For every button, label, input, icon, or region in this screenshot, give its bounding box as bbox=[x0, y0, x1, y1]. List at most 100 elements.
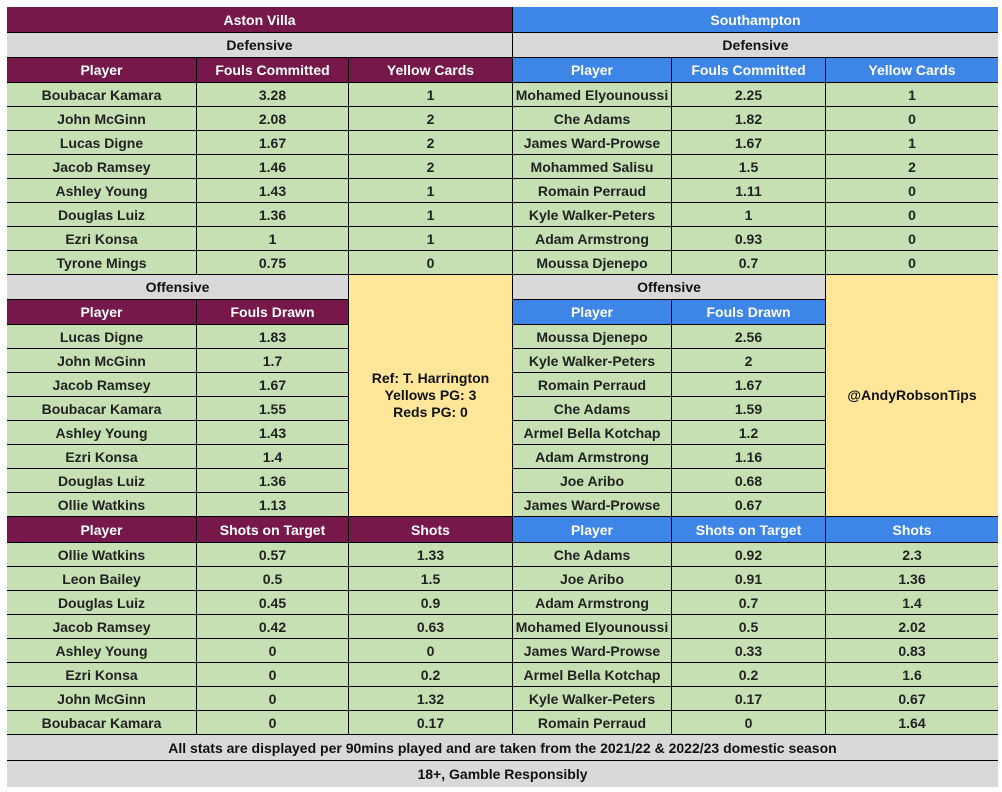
southampton-shots-header: Player bbox=[513, 517, 671, 542]
aston_villa-shots-cell: Ollie Watkins bbox=[7, 543, 196, 566]
aston_villa-team-title: Aston Villa bbox=[7, 7, 512, 32]
aston_villa-shots-cell: 0 bbox=[349, 639, 512, 662]
southampton-offensive-cell: 2 bbox=[672, 349, 825, 372]
aston_villa-defensive-cell: Douglas Luiz bbox=[7, 203, 196, 226]
southampton-shots-cell: 1.4 bbox=[826, 591, 998, 614]
aston_villa-shots-header: Shots bbox=[349, 517, 512, 542]
southampton-defensive-cell: 2.25 bbox=[672, 83, 825, 106]
aston_villa-defensive-cell: 0 bbox=[349, 251, 512, 274]
aston_villa-defensive-cell: 1 bbox=[349, 227, 512, 250]
southampton-defensive-cell: 1 bbox=[672, 203, 825, 226]
southampton-shots-cell: Romain Perraud bbox=[513, 711, 671, 734]
aston_villa-offensive-header: Fouls Drawn bbox=[197, 300, 348, 324]
aston_villa-shots-cell: 0 bbox=[197, 711, 348, 734]
southampton-offensive-cell: 1.16 bbox=[672, 445, 825, 468]
southampton-defensive-cell: 1.82 bbox=[672, 107, 825, 130]
southampton-shots-cell: 0.83 bbox=[826, 639, 998, 662]
aston_villa-shots-cell: 1.5 bbox=[349, 567, 512, 590]
southampton-defensive-cell: 1.11 bbox=[672, 179, 825, 202]
southampton-shots-cell: 0.91 bbox=[672, 567, 825, 590]
southampton-defensive-cell: James Ward-Prowse bbox=[513, 131, 671, 154]
aston_villa-offensive-cell: 1.7 bbox=[197, 349, 348, 372]
aston_villa-shots-cell: 0.45 bbox=[197, 591, 348, 614]
southampton-offensive-cell: Adam Armstrong bbox=[513, 445, 671, 468]
southampton-defensive-cell: 1 bbox=[826, 131, 998, 154]
aston_villa-defensive-cell: 2 bbox=[349, 155, 512, 178]
aston_villa-shots-cell: Jacob Ramsey bbox=[7, 615, 196, 638]
southampton-offensive-cell: 0.67 bbox=[672, 493, 825, 516]
aston_villa-shots-cell: 1.32 bbox=[349, 687, 512, 710]
aston_villa-shots-cell: Douglas Luiz bbox=[7, 591, 196, 614]
aston_villa-offensive-cell: 1.83 bbox=[197, 325, 348, 348]
aston_villa-defensive-cell: Lucas Digne bbox=[7, 131, 196, 154]
aston_villa-shots-header: Player bbox=[7, 517, 196, 542]
southampton-offensive-cell: Armel Bella Kotchap bbox=[513, 421, 671, 444]
aston_villa-offensive-cell: Ashley Young bbox=[7, 421, 196, 444]
aston_villa-defensive-cell: 2.08 bbox=[197, 107, 348, 130]
southampton-offensive-cell: 0.68 bbox=[672, 469, 825, 492]
southampton-defensive-header: Player bbox=[513, 58, 671, 82]
aston_villa-shots-cell: 0 bbox=[197, 639, 348, 662]
southampton-defensive-cell: 0.7 bbox=[672, 251, 825, 274]
aston_villa-defensive-cell: Tyrone Mings bbox=[7, 251, 196, 274]
southampton-defensive-cell: Romain Perraud bbox=[513, 179, 671, 202]
aston_villa-offensive-cell: Boubacar Kamara bbox=[7, 397, 196, 420]
southampton-shots-cell: 0.17 bbox=[672, 687, 825, 710]
southampton-defensive-header: Fouls Committed bbox=[672, 58, 825, 82]
aston_villa-shots-cell: 0.5 bbox=[197, 567, 348, 590]
southampton-shots-cell: Adam Armstrong bbox=[513, 591, 671, 614]
southampton-offensive-cell: 2.56 bbox=[672, 325, 825, 348]
southampton-defensive-cell: Mohammed Salisu bbox=[513, 155, 671, 178]
southampton-shots-cell: 0.92 bbox=[672, 543, 825, 566]
southampton-defensive-cell: 0 bbox=[826, 203, 998, 226]
southampton-defensive-cell: Adam Armstrong bbox=[513, 227, 671, 250]
stats-sheet: Aston Villa Defensive Player Fouls Committe… bbox=[7, 7, 998, 787]
aston_villa-defensive-cell: 1.36 bbox=[197, 203, 348, 226]
southampton-shots-cell: Che Adams bbox=[513, 543, 671, 566]
aston_villa-defensive-cell: 3.28 bbox=[197, 83, 348, 106]
aston_villa-shots-header: Shots on Target bbox=[197, 517, 348, 542]
aston_villa-shots-cell: 0 bbox=[197, 663, 348, 686]
southampton-defensive-cell: Kyle Walker-Peters bbox=[513, 203, 671, 226]
southampton-defensive-cell: 0 bbox=[826, 107, 998, 130]
southampton-shots-cell: 1.6 bbox=[826, 663, 998, 686]
southampton-offensive-cell: Che Adams bbox=[513, 397, 671, 420]
aston_villa-shots-cell: 1.33 bbox=[349, 543, 512, 566]
southampton-defensive-cell: 0 bbox=[826, 179, 998, 202]
southampton-offensive-cell: Joe Aribo bbox=[513, 469, 671, 492]
aston_villa-defensive-label: Defensive bbox=[7, 33, 512, 57]
southampton-offensive-cell: Moussa Djenepo bbox=[513, 325, 671, 348]
referee-info-box: Ref: T. Harrington Yellows PG: 3 Reds PG: … bbox=[349, 275, 512, 516]
aston_villa-offensive-cell: 1.13 bbox=[197, 493, 348, 516]
southampton-defensive-cell: 1.67 bbox=[672, 131, 825, 154]
aston_villa-offensive-cell: 1.55 bbox=[197, 397, 348, 420]
aston_villa-defensive-cell: 1 bbox=[197, 227, 348, 250]
aston_villa-offensive-cell: Ollie Watkins bbox=[7, 493, 196, 516]
aston_villa-offensive-header: Player bbox=[7, 300, 196, 324]
southampton-shots-cell: 0.7 bbox=[672, 591, 825, 614]
referee-info-line: Ref: T. Harrington bbox=[371, 370, 490, 386]
aston_villa-offensive-cell: Lucas Digne bbox=[7, 325, 196, 348]
aston_villa-defensive-cell: 1 bbox=[349, 203, 512, 226]
southampton-defensive-header: Yellow Cards bbox=[826, 58, 998, 82]
southampton-defensive-label: Defensive bbox=[513, 33, 998, 57]
aston_villa-shots-cell: 0.2 bbox=[349, 663, 512, 686]
footer-disclaimer: 18+, Gamble Responsibly bbox=[7, 761, 998, 787]
southampton-shots-cell: Kyle Walker-Peters bbox=[513, 687, 671, 710]
aston_villa-offensive-cell: John McGinn bbox=[7, 349, 196, 372]
southampton-shots-header: Shots bbox=[826, 517, 998, 542]
southampton-offensive-cell: Romain Perraud bbox=[513, 373, 671, 396]
southampton-defensive-cell: 0 bbox=[826, 227, 998, 250]
aston_villa-defensive-cell: 1 bbox=[349, 179, 512, 202]
aston_villa-defensive-cell: 2 bbox=[349, 131, 512, 154]
aston_villa-offensive-label: Offensive bbox=[7, 275, 348, 299]
southampton-shots-cell: James Ward-Prowse bbox=[513, 639, 671, 662]
aston_villa-defensive-cell: 2 bbox=[349, 107, 512, 130]
southampton-defensive-cell: 0 bbox=[826, 251, 998, 274]
aston_villa-defensive-header: Yellow Cards bbox=[349, 58, 512, 82]
aston_villa-shots-cell: Boubacar Kamara bbox=[7, 711, 196, 734]
aston_villa-defensive-header: Player bbox=[7, 58, 196, 82]
southampton-offensive-cell: 1.59 bbox=[672, 397, 825, 420]
aston_villa-offensive-cell: Jacob Ramsey bbox=[7, 373, 196, 396]
southampton-defensive-cell: 1.5 bbox=[672, 155, 825, 178]
